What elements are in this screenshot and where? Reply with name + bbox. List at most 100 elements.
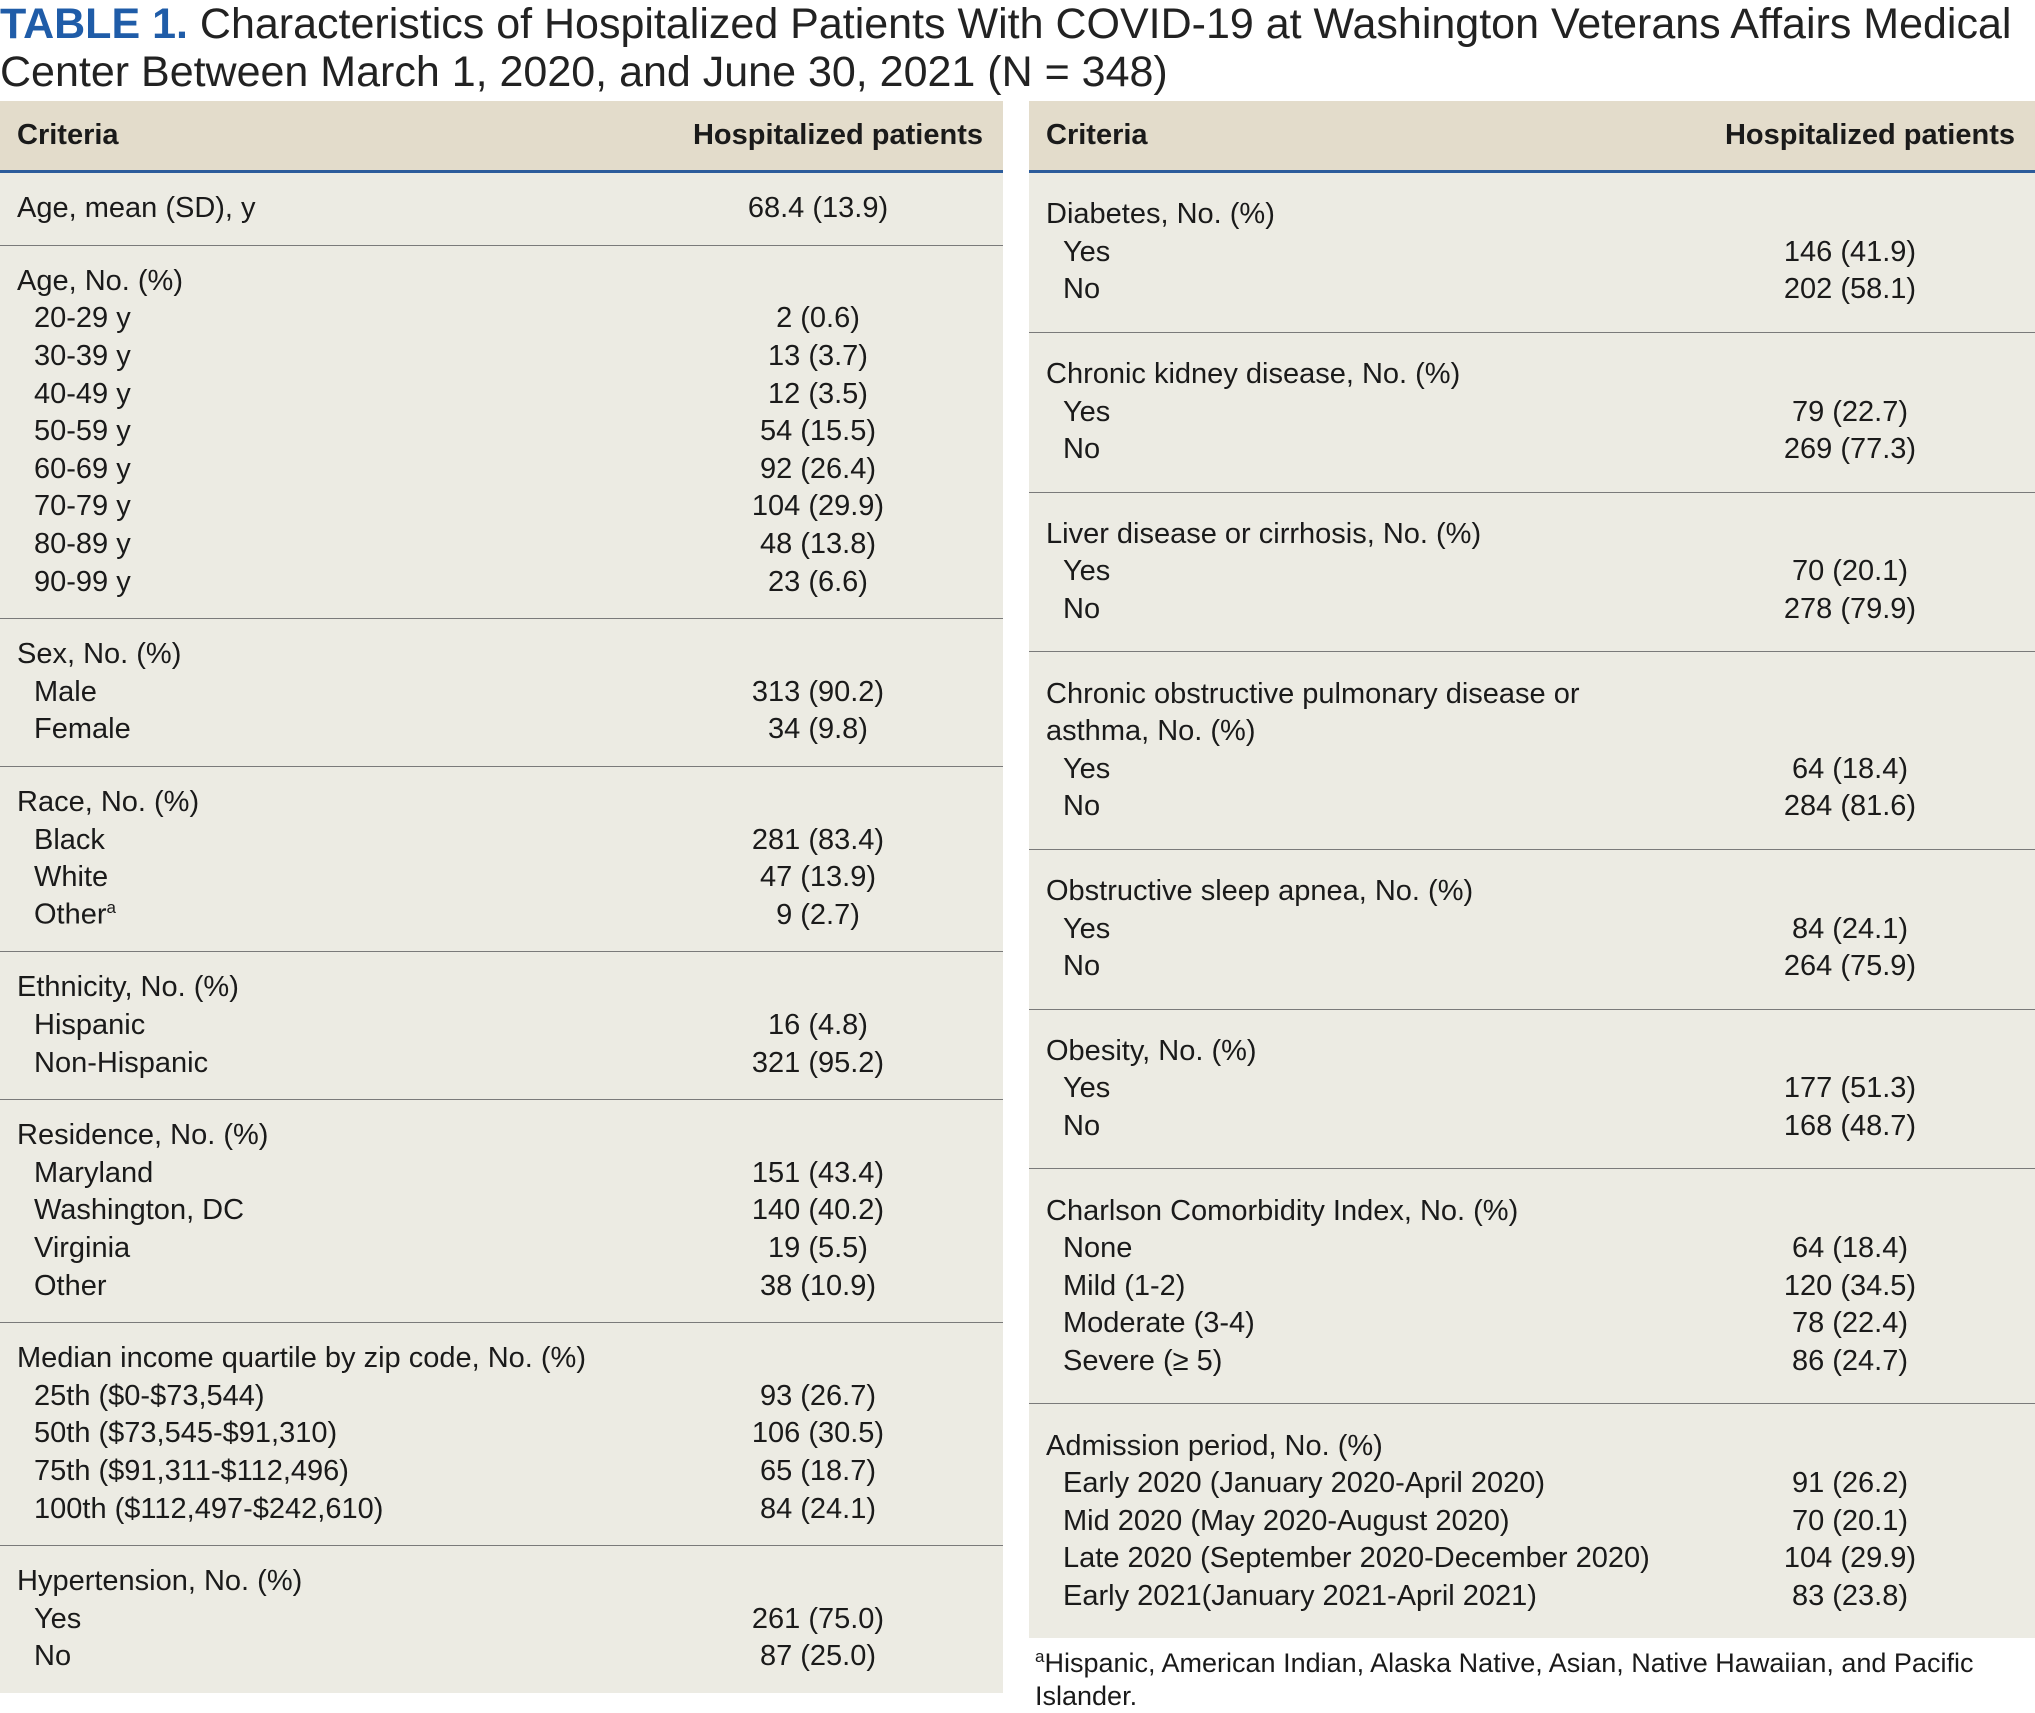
row-label: 30-39 y — [0, 340, 653, 373]
row-value: 87 (25.0) — [759, 1640, 877, 1673]
group-row: Residence, No. (%) — [0, 1117, 1003, 1155]
row-value: 104 (29.9) — [1783, 1542, 1917, 1575]
row-value: 2 (0.6) — [776, 302, 860, 335]
data-row: Early 2021(January 2021-April 2021) 83 (2… — [1029, 1578, 2035, 1616]
row-label: No — [1029, 593, 1685, 626]
row-label: 25th ($0-$73,544) — [0, 1380, 653, 1413]
data-row: Yes 261 (75.0) — [0, 1600, 1003, 1638]
data-row: No 202 (58.1) — [1029, 271, 2035, 309]
group-label: Ethnicity, No. (%) — [17, 971, 239, 1004]
row-value: 177 (51.3) — [1783, 1072, 1917, 1105]
row-group: Liver disease or cirrhosis, No. (%) Yes 70… — [1029, 493, 2035, 653]
row-value: 54 (15.5) — [759, 415, 877, 448]
row-label-text: 40-49 y — [34, 377, 131, 410]
data-row: Severe (≥ 5) 86 (24.7) — [1029, 1343, 2035, 1381]
row-label: 50th ($73,545-$91,310) — [0, 1417, 653, 1450]
row-label-text: 70-79 y — [34, 490, 131, 523]
group-row: asthma, No. (%) — [1029, 713, 2035, 751]
row-label-text: 25th ($0-$73,544) — [34, 1379, 265, 1412]
row-value: 78 (22.4) — [1791, 1307, 1909, 1340]
row-value: 13 (3.7) — [768, 340, 868, 373]
row-label: 60-69 y — [0, 453, 653, 486]
row-label-text: No — [1063, 433, 1101, 466]
row-label-text: Severe (≥ 5) — [1063, 1344, 1223, 1377]
row-label-text: Virginia — [34, 1231, 131, 1264]
row-label: Yes — [1029, 396, 1685, 429]
group-row: Liver disease or cirrhosis, No. (%) — [1029, 516, 2035, 554]
header-cell: Hospitalized patients — [692, 119, 983, 151]
group-label: Diabetes, No. (%) — [1046, 198, 1275, 231]
row-label-text: No — [1063, 593, 1101, 626]
group-row: Age, No. (%) — [0, 263, 1003, 301]
row-label: No — [1029, 273, 1685, 306]
row-label: Washington, DC — [0, 1194, 653, 1227]
row-label: Mid 2020 (May 2020-August 2020) — [1029, 1505, 1685, 1538]
row-label-text: No — [34, 1640, 72, 1673]
row-label-text: 90-99 y — [34, 565, 131, 598]
row-label-text: Non-Hispanic — [34, 1046, 209, 1079]
row-label: White — [0, 861, 653, 894]
row-label: 80-89 y — [0, 528, 653, 561]
header-cell: Hospitalized patients — [1724, 119, 2015, 151]
group-label: Obstructive sleep apnea, No. (%) — [1046, 875, 1474, 908]
data-row: 100th ($112,497-$242,610) 84 (24.1) — [0, 1490, 1003, 1528]
row-value: 91 (26.2) — [1791, 1467, 1909, 1500]
row-value: 84 (24.1) — [759, 1492, 877, 1525]
data-row: White 47 (13.9) — [0, 859, 1003, 897]
row-label-text: Mid 2020 (May 2020-August 2020) — [1063, 1504, 1510, 1537]
row-label: Virginia — [0, 1232, 653, 1265]
group-row: Chronic obstructive pulmonary disease or — [1029, 675, 2035, 713]
group-label: Obesity, No. (%) — [1046, 1034, 1257, 1067]
header-cell: Criteria — [17, 119, 119, 151]
group-row: Race, No. (%) — [0, 784, 1003, 822]
data-row: 60-69 y 92 (26.4) — [0, 451, 1003, 489]
row-label: Other — [0, 1270, 653, 1303]
row-value: 70 (20.1) — [1791, 555, 1909, 588]
group-label: Charlson Comorbidity Index, No. (%) — [1046, 1194, 1519, 1227]
row-label-text: Yes — [1063, 555, 1111, 588]
row-value: 38 (10.9) — [759, 1269, 877, 1302]
row-label: Black — [0, 824, 653, 857]
row-label-text: Yes — [1063, 1072, 1111, 1105]
group-row: Admission period, No. (%) — [1029, 1427, 2035, 1465]
table: Criteria Hospitalized patients Diabetes, N… — [1029, 101, 2035, 1639]
row-group: Chronic obstructive pulmonary disease or… — [1029, 652, 2035, 850]
data-row: Washington, DC 140 (40.2) — [0, 1192, 1003, 1230]
row-value: 16 (4.8) — [768, 1008, 868, 1041]
row-label: Yes — [1029, 753, 1685, 786]
row-label: Non-Hispanic — [0, 1047, 653, 1080]
data-row: 75th ($91,311-$112,496) 65 (18.7) — [0, 1453, 1003, 1491]
data-row: Mild (1-2) 120 (34.5) — [1029, 1267, 2035, 1305]
row-label: No — [1029, 433, 1685, 466]
data-row: Yes 70 (20.1) — [1029, 553, 2035, 591]
row-label-text: Yes — [1063, 395, 1111, 428]
title-text: Characteristics of Hospitalized Patients… — [0, 0, 2012, 96]
row-label: Yes — [1029, 236, 1685, 269]
group-label: Residence, No. (%) — [17, 1119, 269, 1152]
data-row: 50th ($73,545-$91,310) 106 (30.5) — [0, 1415, 1003, 1453]
row-label-text: 30-39 y — [34, 340, 131, 373]
row-label-text: 60-69 y — [34, 452, 131, 485]
data-row: None 64 (18.4) — [1029, 1230, 2035, 1268]
data-row: Yes 64 (18.4) — [1029, 751, 2035, 789]
row-value: 281 (83.4) — [751, 823, 885, 856]
data-row: 80-89 y 48 (13.8) — [0, 526, 1003, 564]
data-row: Moderate (3-4) 78 (22.4) — [1029, 1305, 2035, 1343]
data-row: 30-39 y 13 (3.7) — [0, 338, 1003, 376]
row-label: Yes — [1029, 913, 1685, 946]
footnote-marker: a — [106, 898, 116, 918]
row-label: Severe (≥ 5) — [1029, 1345, 1685, 1378]
row-value: 64 (18.4) — [1791, 752, 1909, 785]
row-value: 19 (5.5) — [768, 1231, 868, 1264]
row-group: Obesity, No. (%) Yes 177 (51.3) No 168 (48.7… — [1029, 1010, 2035, 1170]
group-label: Chronic obstructive pulmonary disease or — [1046, 677, 1580, 710]
row-label: Moderate (3-4) — [1029, 1307, 1685, 1340]
row-value: 146 (41.9) — [1783, 235, 1917, 268]
row-label-text: No — [1063, 790, 1101, 823]
row-label-text: 100th ($112,497-$242,610) — [34, 1492, 384, 1525]
row-group: Hypertension, No. (%) Yes 261 (75.0) No 87 (… — [0, 1546, 1003, 1693]
group-label: Hypertension, No. (%) — [17, 1565, 303, 1598]
data-row: Maryland 151 (43.4) — [0, 1154, 1003, 1192]
row-label-text: Late 2020 (September 2020-December 2020) — [1063, 1542, 1650, 1575]
table: Criteria Hospitalized patients Age, mean (… — [0, 101, 1003, 1693]
